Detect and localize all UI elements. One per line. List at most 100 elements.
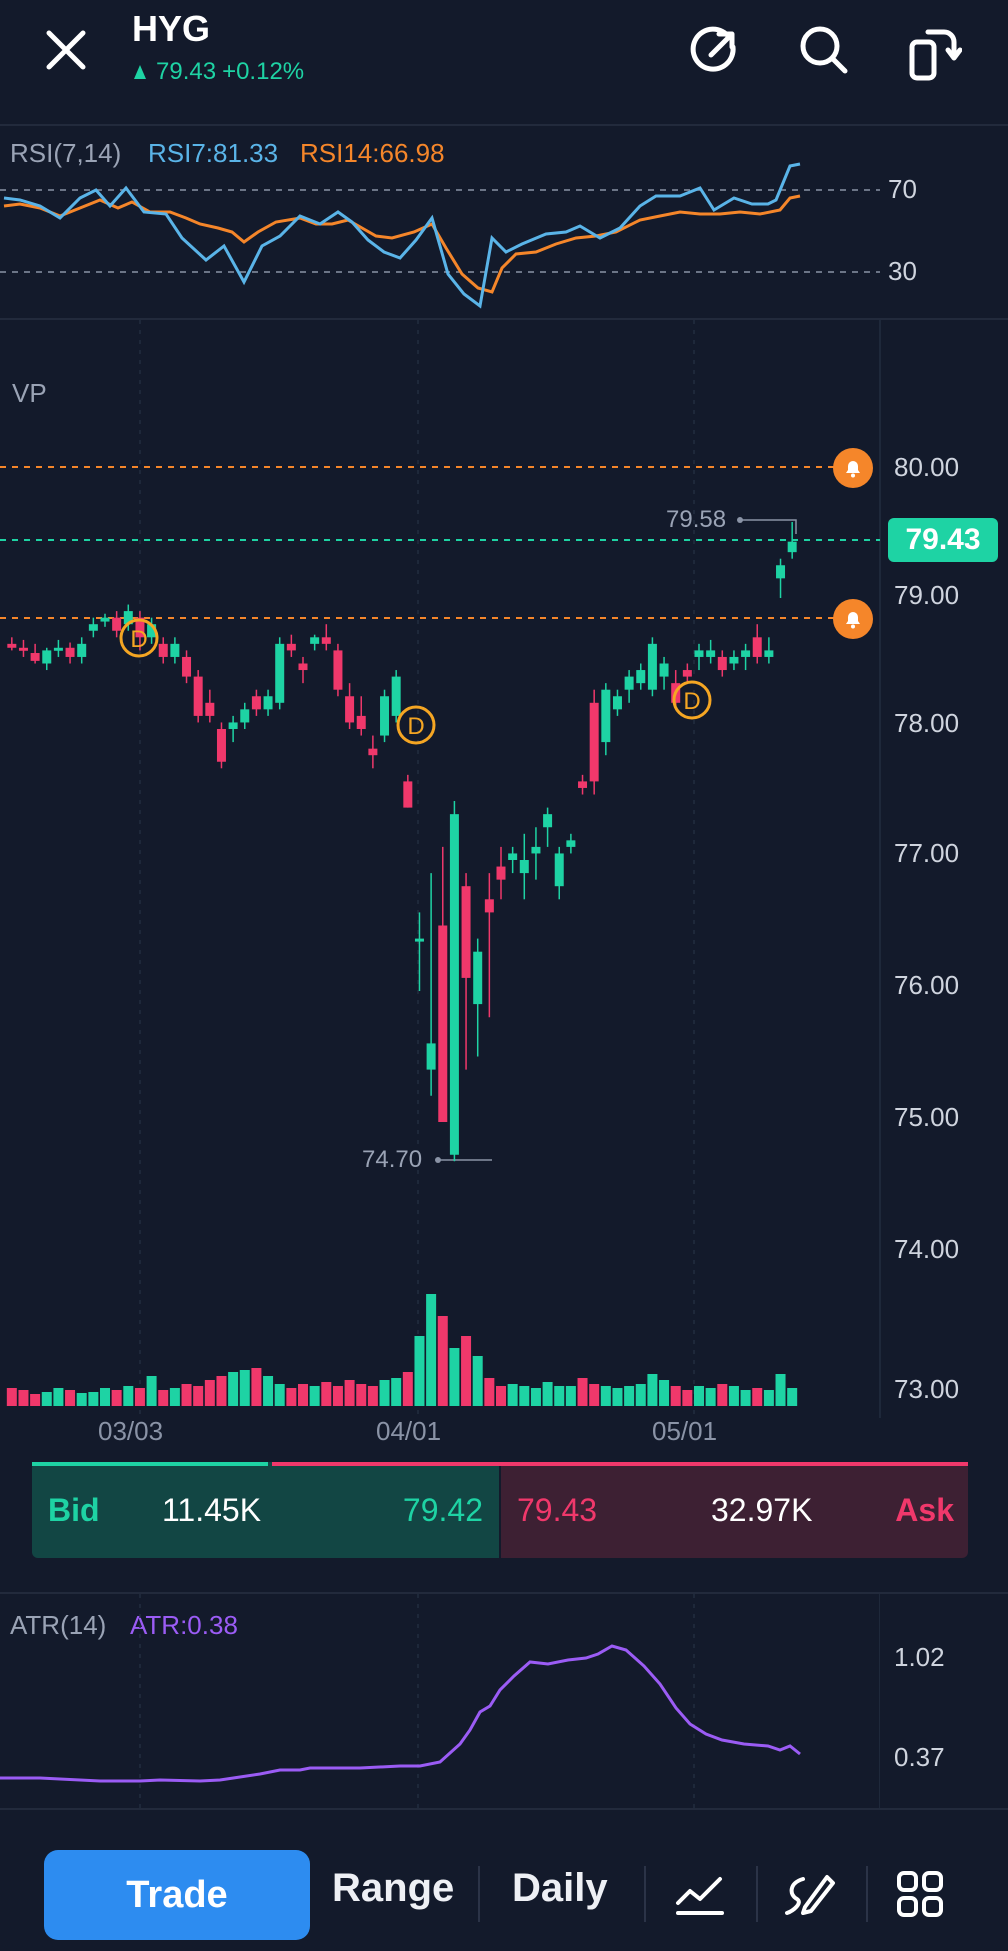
- candle-body: [158, 643, 168, 657]
- atr-line: [0, 1644, 801, 1783]
- candle-body: [147, 624, 157, 638]
- price-tick: 75.00: [894, 1102, 960, 1132]
- alert-bell-icon[interactable]: [833, 448, 873, 488]
- divider: [866, 1866, 868, 1922]
- candle-body: [182, 656, 192, 677]
- separator: [0, 1592, 1008, 1594]
- candle-body: [391, 676, 401, 716]
- grid-icon[interactable]: [890, 1864, 950, 1924]
- volume-bar: [146, 1376, 157, 1406]
- close-icon[interactable]: [36, 22, 96, 78]
- rsi-level-30: 30: [888, 256, 917, 286]
- date-tick: 05/01: [652, 1416, 718, 1446]
- atr-pane: ATR(14) ATR:0.38 1.02 0.37: [0, 1594, 1008, 1808]
- range-button[interactable]: Range: [332, 1866, 455, 1910]
- rotate-icon[interactable]: [900, 20, 964, 84]
- candle-body: [729, 656, 739, 664]
- high-price-label: 79.58: [666, 506, 727, 533]
- date-tick: 04/01: [376, 1416, 442, 1446]
- bid-ask-panel[interactable]: Bid 11.45K 79.42 79.43 32.97K Ask: [32, 1462, 968, 1558]
- draw-icon[interactable]: [780, 1864, 840, 1924]
- candle-body: [426, 1043, 436, 1070]
- main-chart[interactable]: VP D D D: [0, 320, 1008, 1446]
- low-dot: [435, 1157, 441, 1163]
- candle-body: [123, 611, 133, 625]
- candle-body: [65, 647, 75, 657]
- trade-button[interactable]: Trade: [44, 1850, 310, 1940]
- volume-bar: [589, 1384, 600, 1406]
- candle-body: [356, 715, 366, 729]
- volume-bar: [728, 1386, 739, 1406]
- volume-bar: [100, 1388, 110, 1406]
- divider: [756, 1866, 758, 1922]
- indicator-icon[interactable]: [670, 1864, 730, 1924]
- bottom-toolbar: Trade Range Daily: [0, 1838, 1008, 1951]
- price-quote: 79.43 +0.12%: [134, 58, 304, 86]
- volume-bar: [367, 1386, 378, 1406]
- search-icon[interactable]: [794, 20, 854, 80]
- atr-value: ATR:0.38: [130, 1610, 238, 1640]
- candle-body: [100, 617, 110, 622]
- candle-body: [717, 656, 727, 671]
- candle-body: [578, 781, 588, 788]
- volume-bar: [682, 1390, 693, 1406]
- volume-bar: [18, 1390, 29, 1406]
- candle-body: [659, 663, 669, 677]
- volume-bar: [344, 1380, 355, 1406]
- candle-body: [531, 846, 541, 854]
- candle-body: [42, 650, 52, 664]
- price-tick: 80.00: [894, 452, 960, 482]
- candle-body: [543, 814, 553, 828]
- svg-text:D: D: [407, 713, 424, 740]
- dividend-marker[interactable]: D: [672, 680, 712, 720]
- divider: [478, 1866, 480, 1922]
- candle-body: [694, 650, 704, 657]
- ticker-symbol: HYG: [132, 8, 211, 49]
- candle-body: [263, 696, 273, 710]
- candle-body: [706, 650, 716, 657]
- atr-label: ATR(14): [10, 1610, 107, 1640]
- ask-box[interactable]: 79.43 32.97K Ask: [501, 1462, 968, 1558]
- volume-bar: [705, 1388, 716, 1406]
- candle-body: [333, 650, 343, 690]
- divider: [644, 1866, 646, 1922]
- candle-body: [484, 899, 494, 913]
- separator: [0, 1808, 1008, 1810]
- volume-bar: [763, 1390, 774, 1406]
- candle-body: [589, 702, 599, 782]
- volume-bar: [647, 1374, 658, 1406]
- volume-bar: [321, 1382, 332, 1406]
- volume-bar: [717, 1384, 728, 1406]
- volume-bar: [134, 1388, 145, 1406]
- candle-body: [438, 925, 448, 1122]
- period-selector[interactable]: Daily: [512, 1866, 608, 1910]
- price-tick: 77.00: [894, 838, 960, 868]
- share-icon[interactable]: [686, 20, 746, 80]
- candle-body: [380, 696, 390, 736]
- volume-bar: [158, 1390, 169, 1406]
- bid-box[interactable]: Bid 11.45K 79.42: [32, 1462, 499, 1558]
- volume-bar: [554, 1386, 565, 1406]
- header: HYG 79.43 +0.12%: [0, 0, 1008, 110]
- date-tick: 03/03: [98, 1416, 164, 1446]
- candle-body: [682, 670, 692, 677]
- bid-price: 79.42: [402, 1492, 483, 1528]
- volume-bar: [426, 1294, 437, 1406]
- atr-tick: 0.37: [894, 1742, 945, 1772]
- candle-body: [496, 866, 506, 880]
- dividend-marker[interactable]: D: [396, 705, 436, 745]
- alert-bell-icon[interactable]: [833, 599, 873, 639]
- candle-body: [135, 617, 145, 638]
- candle-body: [636, 670, 646, 684]
- volume-bar: [379, 1380, 390, 1406]
- ask-ratio-bar: [272, 1462, 968, 1466]
- svg-text:D: D: [130, 626, 147, 653]
- bid-label: Bid: [48, 1492, 100, 1528]
- candle-body: [741, 650, 751, 657]
- rsi-pane: RSI(7,14) RSI7:81.33 RSI14:66.98 70 30: [0, 128, 1008, 318]
- volume-bar: [53, 1388, 64, 1406]
- dividend-marker[interactable]: D: [119, 618, 159, 658]
- candle-body: [461, 886, 471, 978]
- candle-body: [368, 748, 378, 756]
- volume-bar: [239, 1370, 250, 1406]
